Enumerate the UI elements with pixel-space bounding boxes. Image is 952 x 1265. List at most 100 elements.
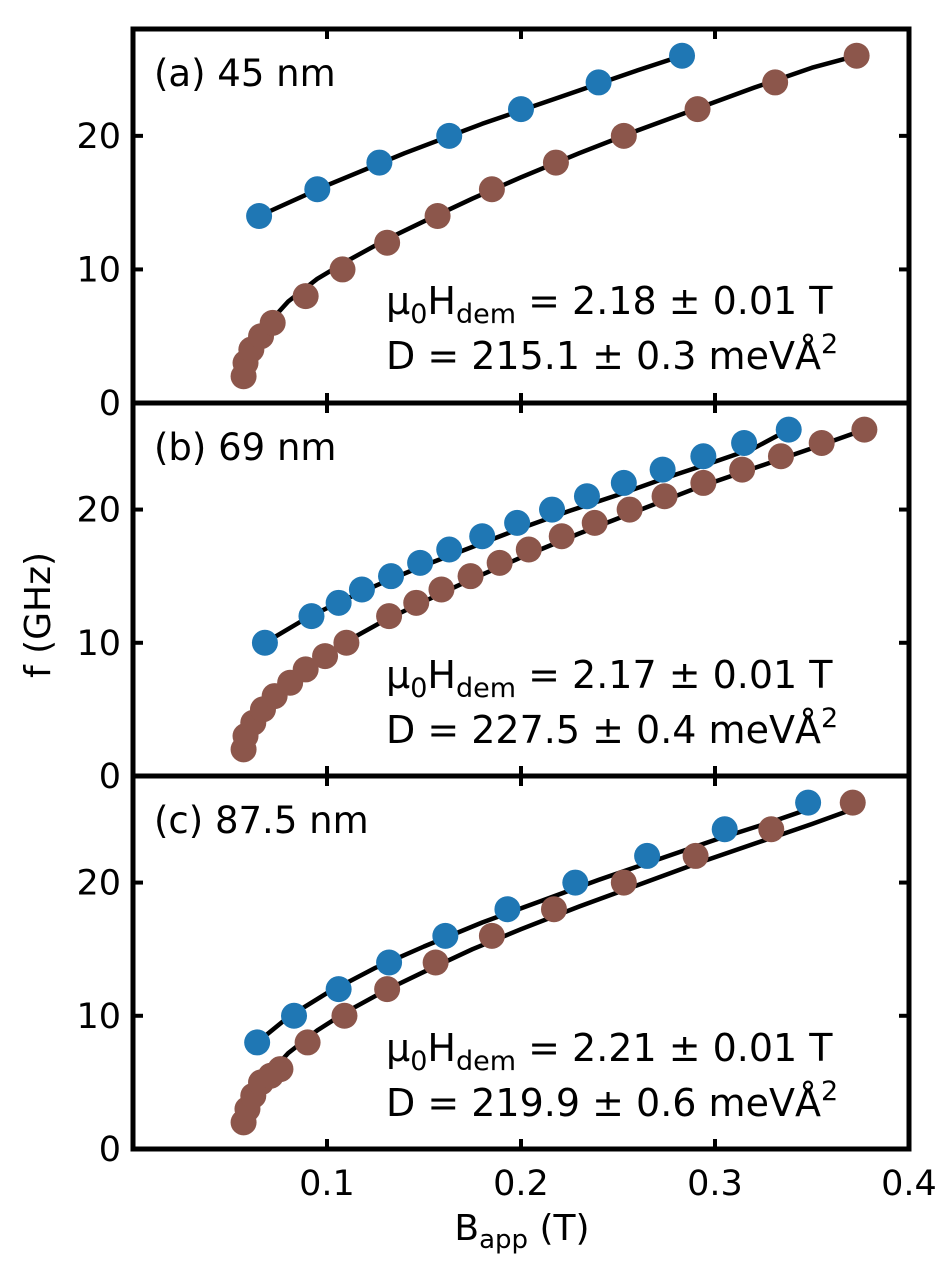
- data-point-brown: [762, 69, 789, 96]
- annotation-line1: μ0Hdem = 2.18 ± 0.01 T: [386, 279, 833, 330]
- data-point-blue: [325, 976, 352, 1003]
- data-point-blue: [731, 429, 758, 456]
- data-point-blue: [376, 949, 403, 976]
- data-point-brown: [424, 203, 451, 229]
- annot-d-value: D = 215.1 ± 0.3 meVÅ: [386, 334, 821, 378]
- data-point-brown: [616, 496, 643, 523]
- data-point-brown: [333, 629, 360, 656]
- y-tick-label: 20: [76, 117, 121, 157]
- data-point-blue: [669, 42, 696, 69]
- x-axis: 0.1 0.2 0.3 0.4: [299, 1164, 937, 1204]
- data-point-blue: [634, 842, 661, 869]
- data-point-brown: [292, 656, 319, 683]
- y-tick-label: 0: [99, 1130, 121, 1170]
- annot-sub0: 0: [410, 1046, 427, 1077]
- annot-h: H: [427, 653, 456, 697]
- data-point-brown: [767, 443, 794, 470]
- panel-frame: [130, 773, 912, 1152]
- data-point-brown: [839, 789, 866, 816]
- data-point-brown: [259, 309, 286, 336]
- fit-line-brown: [243, 53, 859, 376]
- data-point-brown: [486, 549, 513, 576]
- annot-mu: μ: [386, 653, 410, 697]
- data-point-brown: [457, 563, 484, 590]
- data-point-brown: [478, 922, 505, 949]
- data-point-blue: [690, 443, 717, 470]
- data-point-blue: [348, 576, 375, 603]
- annotation-line2: D = 219.9 ± 0.6 meVÅ2: [386, 1076, 838, 1125]
- data-point-blue: [494, 896, 521, 923]
- data-point-blue: [711, 816, 738, 843]
- annot-sub0: 0: [410, 299, 427, 330]
- annot-h: H: [427, 1026, 456, 1070]
- annot-sup: 2: [821, 329, 838, 360]
- annot-d-value: D = 227.5 ± 0.4 meVÅ: [386, 708, 821, 752]
- data-point-brown: [515, 536, 542, 563]
- data-point-blue: [281, 1002, 308, 1029]
- x-tick-label: 0.1: [299, 1164, 355, 1204]
- annotation-line1: μ0Hdem = 2.21 ± 0.01 T: [386, 1026, 833, 1077]
- annot-subdem: dem: [456, 299, 516, 330]
- annot-subdem: dem: [456, 673, 516, 704]
- x-tick-label: 0.2: [493, 1164, 549, 1204]
- annot-value: = 2.21 ± 0.01 T: [516, 1026, 833, 1070]
- data-point-blue: [585, 69, 612, 96]
- annot-subdem: dem: [456, 1046, 516, 1077]
- data-point-blue: [539, 496, 566, 523]
- annot-sub0: 0: [410, 673, 427, 704]
- x-axis-title-sub: app: [479, 1225, 528, 1255]
- data-point-brown: [758, 816, 785, 843]
- data-point-brown: [294, 1029, 321, 1056]
- data-point-blue: [610, 469, 637, 496]
- data-point-blue: [775, 416, 802, 443]
- data-point-blue: [366, 149, 393, 176]
- data-point-brown: [312, 643, 339, 670]
- x-tick-label: 0.3: [687, 1164, 743, 1204]
- data-point-blue: [649, 456, 676, 483]
- x-axis-title-main: B: [454, 1208, 479, 1249]
- y-axis-title: f (GHz): [18, 552, 59, 678]
- data-point-blue: [251, 629, 278, 656]
- data-point-blue: [469, 523, 496, 550]
- y-tick-label: 10: [76, 250, 121, 290]
- x-axis-title-unit: (T): [528, 1208, 590, 1249]
- fit-line-brown: [243, 427, 867, 748]
- y-tick-label: 0: [99, 384, 121, 424]
- data-point-brown: [374, 976, 401, 1003]
- x-axis-title: Bapp (T): [454, 1208, 589, 1255]
- panel-label: (a) 45 nm: [154, 52, 336, 95]
- data-point-blue: [795, 789, 822, 816]
- annot-h: H: [427, 279, 456, 323]
- y-tick-label: 10: [76, 997, 121, 1037]
- data-point-brown: [422, 949, 449, 976]
- data-point-blue: [504, 509, 531, 536]
- annot-value: = 2.18 ± 0.01 T: [516, 279, 833, 323]
- data-point-brown: [690, 469, 717, 496]
- data-point-brown: [843, 42, 870, 69]
- data-point-brown: [684, 96, 711, 123]
- data-point-brown: [331, 1002, 358, 1029]
- data-point-brown: [403, 589, 430, 616]
- data-point-brown: [376, 603, 403, 630]
- data-point-brown: [374, 229, 401, 256]
- data-point-brown: [651, 483, 678, 510]
- data-point-brown: [540, 896, 567, 923]
- data-point-blue: [325, 589, 352, 616]
- annot-d-value: D = 219.9 ± 0.6 meVÅ: [386, 1081, 821, 1125]
- data-point-blue: [432, 922, 459, 949]
- data-point-blue: [246, 203, 273, 229]
- data-point-brown: [267, 1056, 294, 1083]
- annot-value: = 2.17 ± 0.01 T: [516, 653, 833, 697]
- data-point-brown: [851, 416, 878, 443]
- data-point-blue: [508, 96, 534, 123]
- data-point-blue: [298, 603, 325, 630]
- data-point-blue: [244, 1029, 271, 1056]
- fit-line-brown: [243, 807, 855, 1128]
- data-point-blue: [378, 563, 405, 590]
- annot-mu: μ: [386, 279, 410, 323]
- annot-sup: 2: [821, 1076, 838, 1107]
